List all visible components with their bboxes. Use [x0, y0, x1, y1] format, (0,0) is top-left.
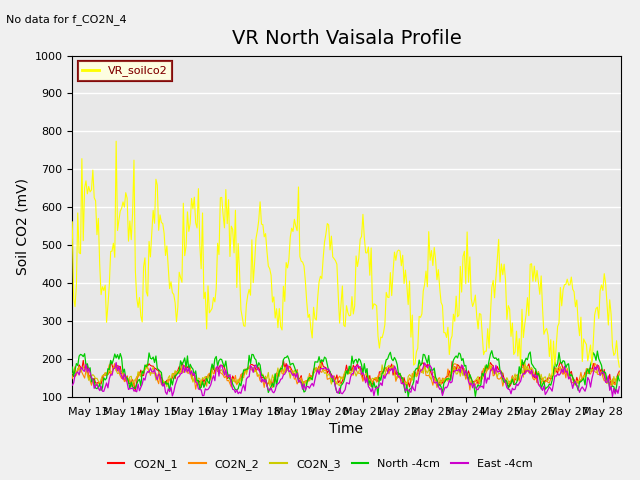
X-axis label: Time: Time	[330, 422, 364, 436]
Text: No data for f_CO2N_4: No data for f_CO2N_4	[6, 14, 127, 25]
Title: VR North Vaisala Profile: VR North Vaisala Profile	[232, 29, 461, 48]
Y-axis label: Soil CO2 (mV): Soil CO2 (mV)	[15, 178, 29, 275]
Legend: CO2N_1, CO2N_2, CO2N_3, North -4cm, East -4cm: CO2N_1, CO2N_2, CO2N_3, North -4cm, East…	[103, 455, 537, 474]
Legend: VR_soilco2: VR_soilco2	[78, 61, 172, 81]
